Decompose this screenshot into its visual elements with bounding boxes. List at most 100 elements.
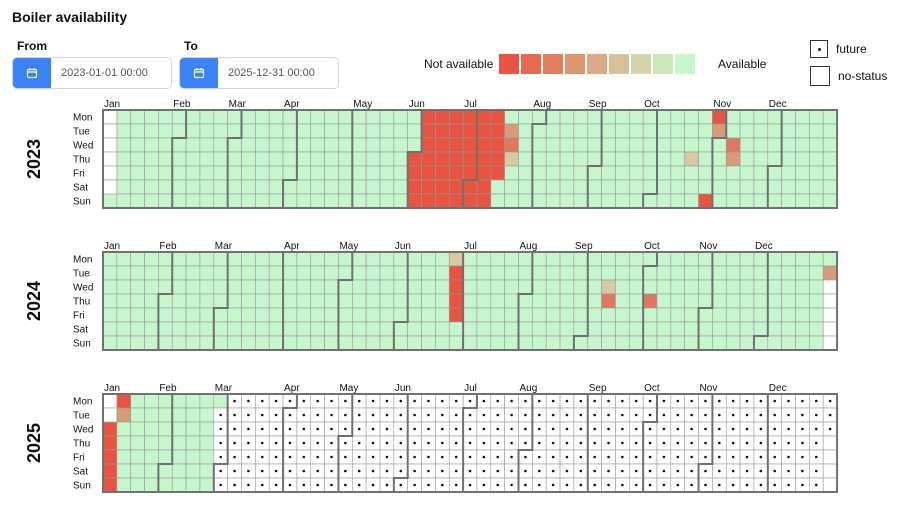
day-cell	[158, 435, 173, 451]
day-cell	[268, 265, 284, 281]
day-cell	[490, 109, 505, 125]
month-boundary	[157, 252, 174, 350]
day-cell	[379, 307, 395, 323]
day-cell	[615, 165, 630, 181]
day-cell	[601, 151, 616, 167]
future-dot-icon	[676, 399, 680, 403]
future-dot-icon	[648, 483, 652, 487]
future-dot-icon	[690, 427, 693, 431]
day-cell	[448, 165, 464, 181]
day-cell	[116, 463, 131, 479]
future-dot-icon	[316, 427, 319, 431]
future-dot-icon	[662, 455, 666, 459]
day-cell	[324, 335, 339, 351]
day-cell	[365, 321, 381, 337]
from-calendar-button[interactable]	[13, 58, 51, 88]
day-cell	[559, 321, 575, 337]
day-cell	[213, 307, 228, 323]
future-dot-icon	[801, 399, 804, 403]
day-cell	[310, 137, 325, 153]
day-cell	[615, 293, 630, 309]
day-cell	[490, 137, 505, 153]
weekday-label: Mon	[73, 255, 92, 266]
day-cell	[795, 109, 810, 125]
future-dot-icon	[510, 469, 513, 473]
to-calendar-button[interactable]	[180, 58, 218, 88]
day-cell	[310, 321, 325, 337]
day-cell	[518, 307, 533, 323]
legend-swatch	[499, 54, 519, 74]
future-dot-icon	[344, 427, 347, 431]
day-cell	[130, 463, 145, 479]
future-dot-icon	[607, 455, 610, 459]
day-cell	[171, 279, 187, 295]
future-dot-icon	[634, 469, 638, 473]
weekday-label: Sun	[73, 339, 91, 350]
day-cell	[421, 321, 436, 337]
future-dot-icon	[551, 399, 555, 403]
day-cell	[712, 151, 727, 167]
day-cell	[670, 335, 685, 351]
day-cell	[628, 151, 644, 167]
day-cell	[241, 279, 256, 295]
day-cell	[767, 123, 782, 139]
year-frame	[102, 251, 839, 351]
day-cell	[739, 251, 755, 267]
day-cell	[296, 279, 312, 295]
day-cell	[351, 251, 367, 267]
weekday-label: Thu	[73, 297, 90, 308]
day-cell	[753, 307, 769, 323]
month-label: Nov	[713, 99, 731, 110]
day-cell	[587, 179, 602, 195]
day-cell	[504, 137, 519, 153]
legend-swatch	[631, 54, 651, 74]
day-cell	[130, 265, 145, 281]
future-dot-icon	[593, 441, 596, 445]
day-cell	[351, 293, 367, 309]
future-dot-icon	[607, 483, 610, 487]
future-dot-icon	[787, 455, 790, 459]
future-dot-icon	[468, 483, 472, 487]
future-dot-icon	[427, 483, 430, 487]
day-cell	[241, 109, 256, 125]
future-dot-icon	[260, 455, 264, 459]
day-cell	[545, 279, 561, 295]
day-cell	[227, 321, 242, 337]
future-dot-icon	[828, 413, 832, 417]
day-cell	[476, 151, 492, 167]
day-cell	[573, 179, 589, 195]
month-label: Mar	[229, 99, 247, 110]
day-cell	[670, 165, 685, 181]
future-dot-icon	[399, 399, 403, 403]
day-cell	[351, 193, 367, 209]
day-cell	[670, 109, 685, 125]
day-cell	[642, 123, 658, 139]
day-cell	[116, 435, 131, 451]
month-boundary	[642, 252, 658, 350]
day-cell	[435, 293, 450, 309]
day-cell	[158, 321, 173, 337]
to-date-input[interactable]	[218, 58, 338, 88]
future-dot-icon	[662, 427, 666, 431]
future-dot-icon	[385, 427, 389, 431]
future-dot-icon	[330, 441, 333, 445]
day-cell	[822, 193, 838, 209]
day-cell	[102, 293, 118, 309]
day-cell	[753, 279, 769, 295]
future-dot-icon	[828, 399, 832, 403]
day-cell	[462, 193, 478, 209]
month-label: Jun	[395, 241, 411, 252]
day-cell	[310, 307, 325, 323]
from-date-input[interactable]	[51, 58, 171, 88]
day-cell	[393, 193, 409, 209]
day-cell	[684, 165, 699, 181]
page-title: Boiler availability	[12, 9, 128, 25]
future-dot-icon	[690, 455, 693, 459]
day-cell	[545, 137, 561, 153]
day-cell	[324, 179, 339, 195]
day-cell	[144, 435, 159, 451]
day-cell	[448, 123, 464, 139]
day-cell	[573, 151, 589, 167]
day-cell	[365, 165, 381, 181]
day-cell	[739, 165, 755, 181]
